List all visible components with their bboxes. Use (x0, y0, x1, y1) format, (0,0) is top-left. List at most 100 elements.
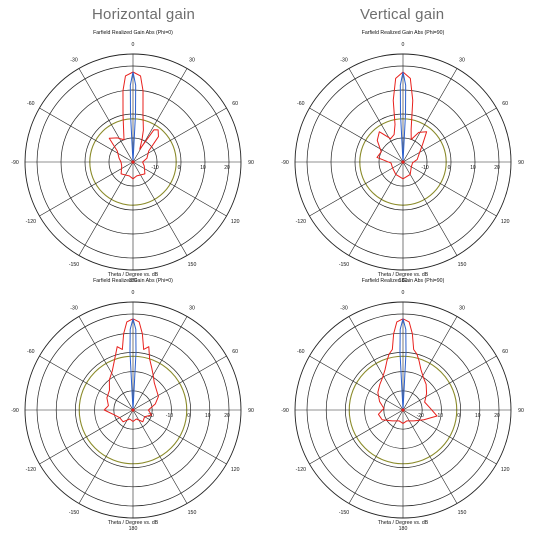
angle-tick-label: -120 (296, 467, 306, 473)
angle-tick-label: -60 (27, 349, 35, 355)
red-trace (103, 318, 159, 423)
grid-spoke (39, 161, 134, 217)
angle-tick-label: -30 (70, 306, 78, 312)
angle-tick-label: -90 (11, 160, 19, 166)
grid-spoke (132, 316, 188, 411)
angle-tick-label: -150 (339, 510, 349, 516)
center-marker (401, 408, 405, 412)
angle-tick-label: 30 (459, 306, 465, 312)
angle-tick-label: 60 (232, 349, 238, 355)
radial-tick-label: -10 (151, 165, 158, 171)
radial-tick-label: 0 (187, 413, 190, 419)
angle-tick-label: 120 (231, 219, 240, 225)
radial-tick-label: 20 (494, 413, 500, 419)
radial-tick-label: 20 (224, 165, 230, 171)
angle-tick-label: -60 (27, 101, 35, 107)
radial-tick-label: -10 (166, 413, 173, 419)
grid-spoke (348, 409, 404, 504)
radial-tick-label: 10 (470, 165, 476, 171)
red-trace (108, 71, 159, 180)
angle-tick-label: 120 (501, 467, 510, 473)
angle-tick-label: -90 (281, 408, 289, 414)
radial-tick-label: -20 (417, 413, 424, 419)
grid-spoke (402, 161, 458, 256)
angle-tick-label: 60 (502, 349, 508, 355)
radial-tick-label: 10 (205, 413, 211, 419)
radial-tick-label: -10 (436, 413, 443, 419)
radial-tick-label: 0 (448, 165, 451, 171)
radial-tick-label: 20 (224, 413, 230, 419)
angle-tick-label: 60 (232, 101, 238, 107)
red-trace (377, 318, 438, 424)
grid-spoke (132, 161, 227, 217)
grid-spoke (309, 161, 404, 217)
angle-tick-label: -30 (340, 58, 348, 64)
radial-tick-label: 20 (494, 165, 500, 171)
polar-plot-vertical-bottom: Farfield Realized Gain Abs (Phi=90) Theta… (281, 278, 524, 532)
horizontal-gain-header: Horizontal gain (92, 6, 196, 23)
grid-spoke (78, 316, 134, 411)
angle-tick-label: -30 (70, 58, 78, 64)
angle-tick-label: -150 (69, 510, 79, 516)
angle-tick-label: -30 (340, 306, 348, 312)
radial-tick-label: 0 (457, 413, 460, 419)
radial-tick-label: -20 (147, 413, 154, 419)
angle-tick-label: 180 (129, 278, 138, 284)
angle-tick-label: 120 (231, 467, 240, 473)
chart-title: Farfield Realized Gain Abs (Phi=0) (93, 278, 173, 284)
radial-tick-label: 0 (178, 165, 181, 171)
chart-x-label: Theta / Degree vs. dB (108, 272, 159, 278)
red-trace (376, 71, 428, 180)
angle-tick-label: 90 (248, 408, 254, 414)
angle-tick-label: -120 (296, 219, 306, 225)
angle-tick-label: 30 (189, 306, 195, 312)
grid-spoke (402, 161, 497, 217)
angle-tick-label: -90 (281, 160, 289, 166)
radial-tick-label: 10 (475, 413, 481, 419)
grid-spoke (402, 68, 458, 163)
angle-tick-label: 30 (459, 58, 465, 64)
grid-spoke (78, 68, 134, 163)
angle-tick-label: -90 (11, 408, 19, 414)
radial-tick-label: -10 (421, 165, 428, 171)
chart-x-label: Theta / Degree vs. dB (108, 520, 159, 526)
grid-spoke (309, 107, 404, 163)
angle-tick-label: 150 (458, 510, 467, 516)
center-marker (131, 408, 135, 412)
grid-spoke (402, 409, 458, 504)
angle-tick-label: 0 (402, 42, 405, 48)
grid-spoke (132, 409, 188, 504)
grid-spoke (132, 409, 227, 465)
radial-tick-label: 10 (200, 165, 206, 171)
grid-spoke (132, 161, 188, 256)
chart-title: Farfield Realized Gain Abs (Phi=0) (93, 30, 173, 36)
grid-spoke (39, 355, 134, 411)
angle-tick-label: -150 (339, 262, 349, 268)
chart-x-label: Theta / Degree vs. dB (378, 272, 429, 278)
angle-tick-label: 180 (399, 278, 408, 284)
polar-plot-horizontal-top: Farfield Realized Gain Abs (Phi=0)Theta … (11, 30, 254, 284)
grid-spoke (39, 409, 134, 465)
angle-tick-label: 90 (518, 160, 524, 166)
chart-title: Farfield Realized Gain Abs (Phi=90) (362, 30, 445, 36)
grid-spoke (402, 355, 497, 411)
grid-spoke (78, 161, 134, 256)
angle-tick-label: 180 (399, 526, 408, 532)
angle-tick-label: 120 (501, 219, 510, 225)
polar-plot-vertical-top: Farfield Realized Gain Abs (Phi=90)Theta… (281, 30, 524, 284)
angle-tick-label: 150 (188, 262, 197, 268)
angle-tick-label: -150 (69, 262, 79, 268)
angle-tick-label: 150 (458, 262, 467, 268)
angle-tick-label: 0 (402, 290, 405, 296)
grid-spoke (78, 409, 134, 504)
grid-spoke (402, 107, 497, 163)
grid-spoke (348, 68, 404, 163)
angle-tick-label: -120 (26, 219, 36, 225)
grid-spoke (309, 355, 404, 411)
chart-title: Farfield Realized Gain Abs (Phi=90) (362, 278, 445, 284)
angle-tick-label: 90 (518, 408, 524, 414)
angle-tick-label: 0 (132, 42, 135, 48)
polar-plot-horizontal-bottom: Farfield Realized Gain Abs (Phi=0) Theta … (11, 278, 254, 532)
angle-tick-label: 60 (502, 101, 508, 107)
grid-spoke (402, 316, 458, 411)
